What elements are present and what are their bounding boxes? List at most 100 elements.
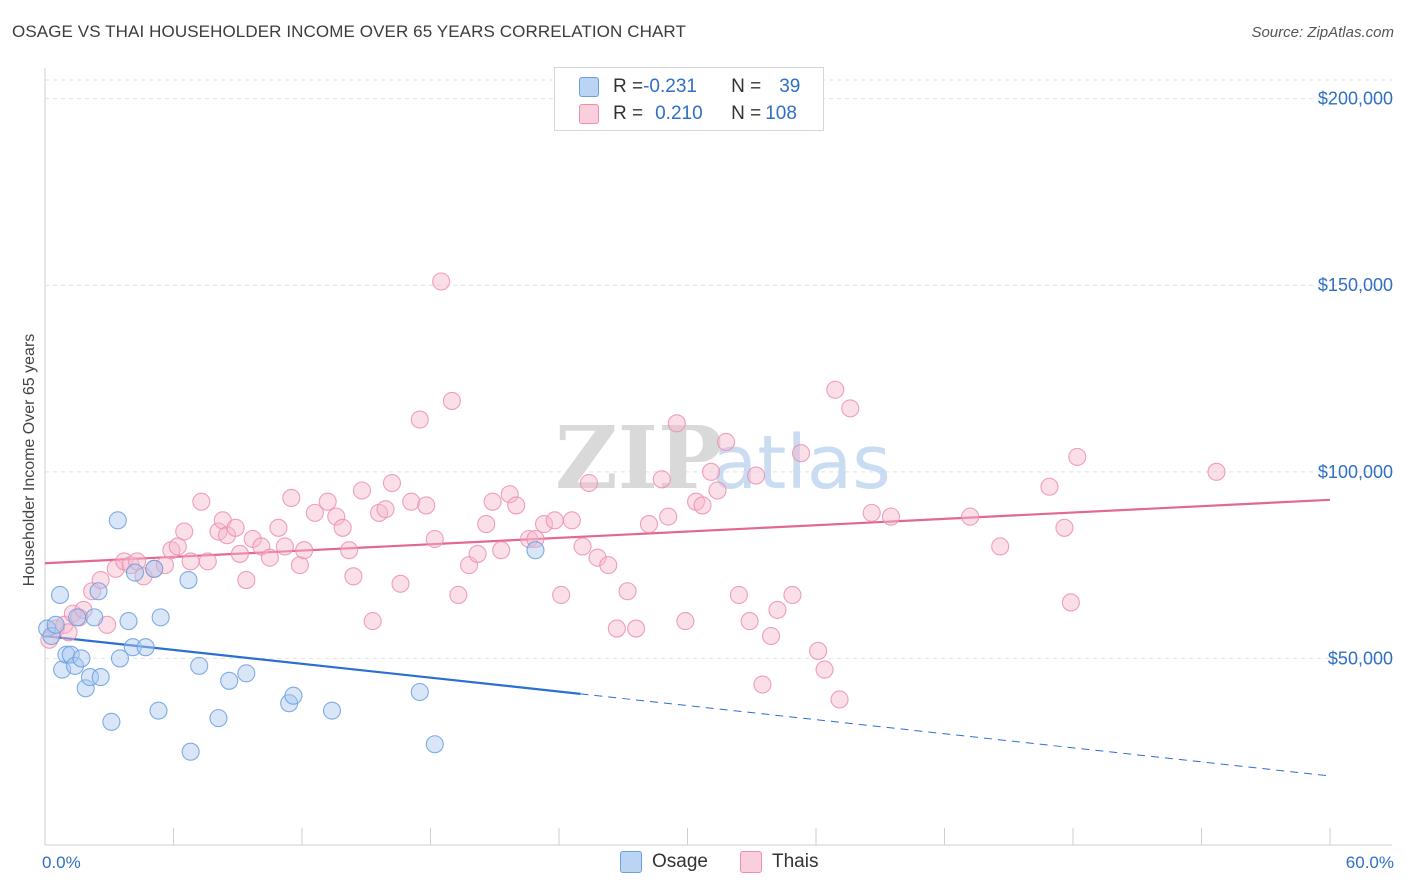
thais-point — [363, 612, 382, 631]
osage-point — [108, 511, 127, 530]
thais-point — [702, 462, 721, 481]
osage-point — [190, 656, 209, 675]
thais-point — [693, 496, 712, 515]
osage-trend-line — [44, 634, 581, 695]
thais-point — [417, 496, 436, 515]
thais-point — [573, 537, 592, 556]
thais-point — [128, 552, 147, 571]
x-tick-min: 0.0% — [42, 853, 81, 872]
y-tick-label: $100,000 — [1318, 462, 1393, 482]
thais-point — [425, 529, 444, 549]
osage-legend-swatch — [620, 851, 642, 873]
osage-point — [425, 735, 444, 754]
thais-point — [352, 481, 372, 500]
y-tick-label: $150,000 — [1318, 275, 1393, 295]
osage-point — [46, 615, 65, 634]
osage-point — [72, 649, 91, 668]
thais-point — [599, 556, 618, 575]
thais-point — [783, 585, 802, 605]
thais-point — [340, 541, 359, 560]
axes — [44, 68, 1392, 846]
y-tick-labels: $50,000 $100,000 $150,000 $200,000 — [1318, 89, 1393, 669]
thais-point — [192, 492, 211, 511]
osage-point — [61, 645, 80, 664]
thais-point — [155, 556, 174, 575]
osage-point — [145, 559, 164, 578]
thais-point — [534, 515, 554, 534]
thais-point — [492, 541, 511, 560]
thais-point — [815, 660, 834, 679]
osage-n-value: 39 — [779, 76, 801, 97]
thais-point — [1207, 462, 1226, 481]
thais-point — [659, 507, 678, 526]
thais-point — [290, 556, 309, 575]
osage-legend-label: Osage — [652, 851, 708, 872]
thais-point — [588, 548, 607, 567]
thais-point — [507, 496, 526, 515]
source-credit: Source: ZipAtlas.com — [1251, 24, 1394, 41]
thais-point — [260, 548, 279, 567]
osage-point — [149, 701, 168, 720]
osage-swatch — [579, 77, 599, 97]
thais-point — [740, 612, 759, 631]
thais-swatch — [579, 104, 599, 124]
thais-point — [1068, 447, 1087, 466]
osage-point — [136, 638, 155, 657]
thais-point — [282, 488, 301, 508]
thais-point — [761, 626, 781, 646]
thais-r-label: R = — [613, 103, 644, 124]
thais-point — [333, 518, 352, 537]
thais-point — [607, 619, 626, 638]
thais-point — [676, 612, 695, 631]
thais-point — [134, 567, 153, 586]
thais-point — [1061, 593, 1080, 612]
thais-point — [468, 544, 487, 563]
thais-point — [449, 585, 468, 605]
thais-legend-swatch — [740, 851, 762, 873]
thais-point — [961, 507, 980, 526]
thais-point — [708, 481, 727, 500]
osage-point — [110, 649, 130, 668]
osage-point — [284, 686, 303, 705]
thais-points — [40, 272, 1226, 709]
thais-point — [862, 503, 881, 522]
legend-item-osage[interactable]: Osage — [620, 851, 708, 873]
legend-row-thais: R = 0.210 N = 108 — [579, 102, 797, 126]
legend-item-thais[interactable]: Thais — [740, 851, 818, 873]
thais-point — [841, 399, 860, 418]
thais-point — [545, 511, 564, 530]
thais-point — [1040, 477, 1059, 496]
osage-point — [526, 541, 545, 560]
thais-point — [618, 582, 637, 601]
thais-point — [746, 466, 766, 485]
trend-lines — [44, 498, 1331, 777]
thais-trend-line — [44, 498, 1331, 565]
thais-point — [74, 600, 93, 619]
thais-point — [382, 473, 402, 493]
legend-row-osage: R = -0.231 N = 39 — [579, 75, 800, 99]
thais-point — [652, 470, 671, 489]
osage-point — [65, 656, 85, 675]
thais-point — [175, 522, 194, 541]
thais-point — [275, 537, 294, 556]
osage-point — [89, 582, 108, 601]
watermark-atlas: atlas — [712, 420, 891, 506]
osage-point — [151, 608, 170, 627]
watermark-zip: ZIP — [555, 408, 723, 509]
thais-n-label: N = — [731, 103, 762, 124]
osage-point — [80, 668, 100, 687]
thais-point — [269, 518, 288, 537]
osage-point — [76, 679, 95, 698]
thais-point — [344, 567, 363, 586]
thais-point — [198, 552, 217, 571]
osage-r-label: R = — [613, 76, 644, 97]
osage-point — [209, 709, 228, 728]
thais-point — [627, 619, 646, 638]
thais-point — [826, 380, 845, 399]
thais-point — [376, 500, 395, 519]
thais-point — [500, 485, 519, 504]
osage-point — [410, 682, 429, 702]
thais-point — [410, 410, 429, 429]
